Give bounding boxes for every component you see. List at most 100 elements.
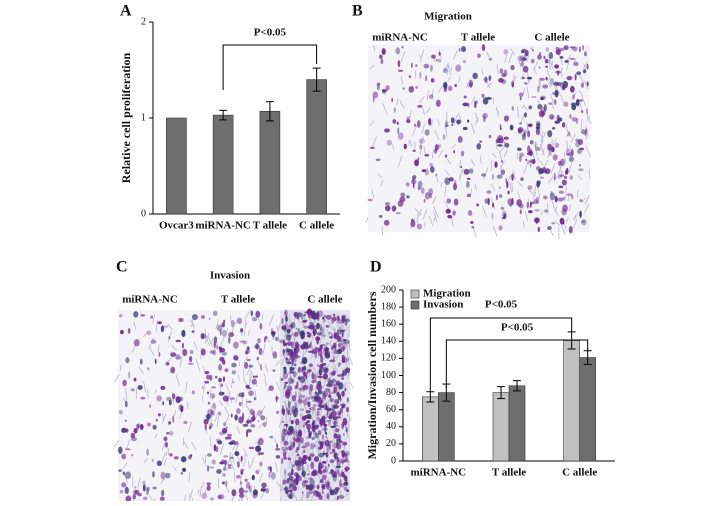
cell [344, 487, 347, 491]
cell [332, 411, 337, 417]
cell [233, 441, 239, 445]
cell [118, 469, 122, 472]
significance-bracket [223, 45, 317, 90]
cell [411, 63, 413, 68]
cell [377, 85, 380, 91]
cell [125, 428, 129, 432]
cell [555, 143, 559, 148]
cell [322, 428, 327, 431]
cell [555, 90, 559, 97]
cell [570, 58, 576, 60]
cell [453, 183, 457, 190]
cell [347, 397, 349, 402]
cell [183, 421, 187, 424]
cell [571, 195, 574, 200]
cell [119, 410, 123, 415]
cell [525, 50, 528, 57]
cell [462, 103, 468, 107]
cell [283, 353, 285, 356]
cell [333, 314, 335, 317]
cell [558, 197, 564, 201]
cell [483, 97, 489, 104]
cell [558, 186, 563, 189]
cell [225, 480, 227, 487]
cell [397, 127, 399, 134]
cell [151, 340, 156, 344]
cell [339, 495, 345, 499]
cell [255, 470, 259, 474]
cell [559, 191, 564, 194]
cell [119, 314, 122, 318]
cell [207, 391, 209, 394]
cell [326, 420, 332, 422]
cell [317, 408, 322, 410]
cell [181, 472, 183, 475]
cell [439, 144, 441, 149]
panel-letter: B [352, 3, 363, 20]
cell [525, 159, 527, 161]
cell [310, 453, 315, 457]
cell [328, 464, 330, 467]
cell [290, 322, 295, 328]
cell [266, 488, 269, 494]
cell [261, 483, 266, 488]
cell [343, 433, 345, 436]
cell [578, 168, 583, 171]
cell [230, 397, 236, 400]
cell [468, 210, 472, 216]
cell [260, 363, 262, 371]
cell [259, 323, 262, 330]
cell [230, 457, 234, 459]
cell [314, 456, 319, 462]
cell [306, 410, 311, 413]
cell [336, 382, 339, 385]
cell [399, 197, 405, 203]
cell [244, 490, 249, 492]
cell [322, 475, 327, 480]
cell [300, 408, 304, 410]
cell [160, 472, 165, 480]
cell [535, 142, 537, 147]
cell [172, 393, 175, 399]
cell [497, 144, 503, 147]
cell [527, 152, 531, 155]
cell [202, 333, 206, 339]
cell [217, 325, 222, 332]
x-tick-label: T allele [253, 220, 287, 232]
cell [334, 332, 336, 338]
cell [121, 454, 126, 460]
legend-swatch [411, 290, 419, 298]
cell [241, 470, 243, 475]
cell [157, 321, 161, 324]
cell [531, 96, 536, 98]
cell [527, 202, 529, 209]
fiber [148, 389, 149, 399]
cell [136, 424, 139, 430]
cell [204, 371, 209, 374]
cell [329, 398, 333, 402]
cell [283, 327, 287, 331]
cell [233, 355, 238, 360]
y-tick-label: 0 [141, 208, 146, 219]
cell [254, 344, 260, 349]
cell [502, 74, 505, 78]
cell [125, 472, 131, 479]
cell [445, 125, 449, 127]
cell [226, 397, 229, 401]
cell [445, 154, 448, 157]
cell [581, 110, 583, 113]
cell [448, 86, 452, 92]
cell [297, 447, 299, 451]
cell [233, 342, 239, 349]
cell [424, 199, 426, 203]
cell [128, 328, 131, 334]
cell [290, 350, 293, 357]
significance-label: P<0.05 [254, 27, 287, 39]
cell [311, 471, 317, 476]
cell [447, 215, 452, 219]
cell [482, 44, 486, 51]
cell [317, 364, 319, 367]
cell [341, 378, 344, 380]
y-tick-label: 140 [381, 336, 396, 347]
cell [132, 494, 136, 499]
